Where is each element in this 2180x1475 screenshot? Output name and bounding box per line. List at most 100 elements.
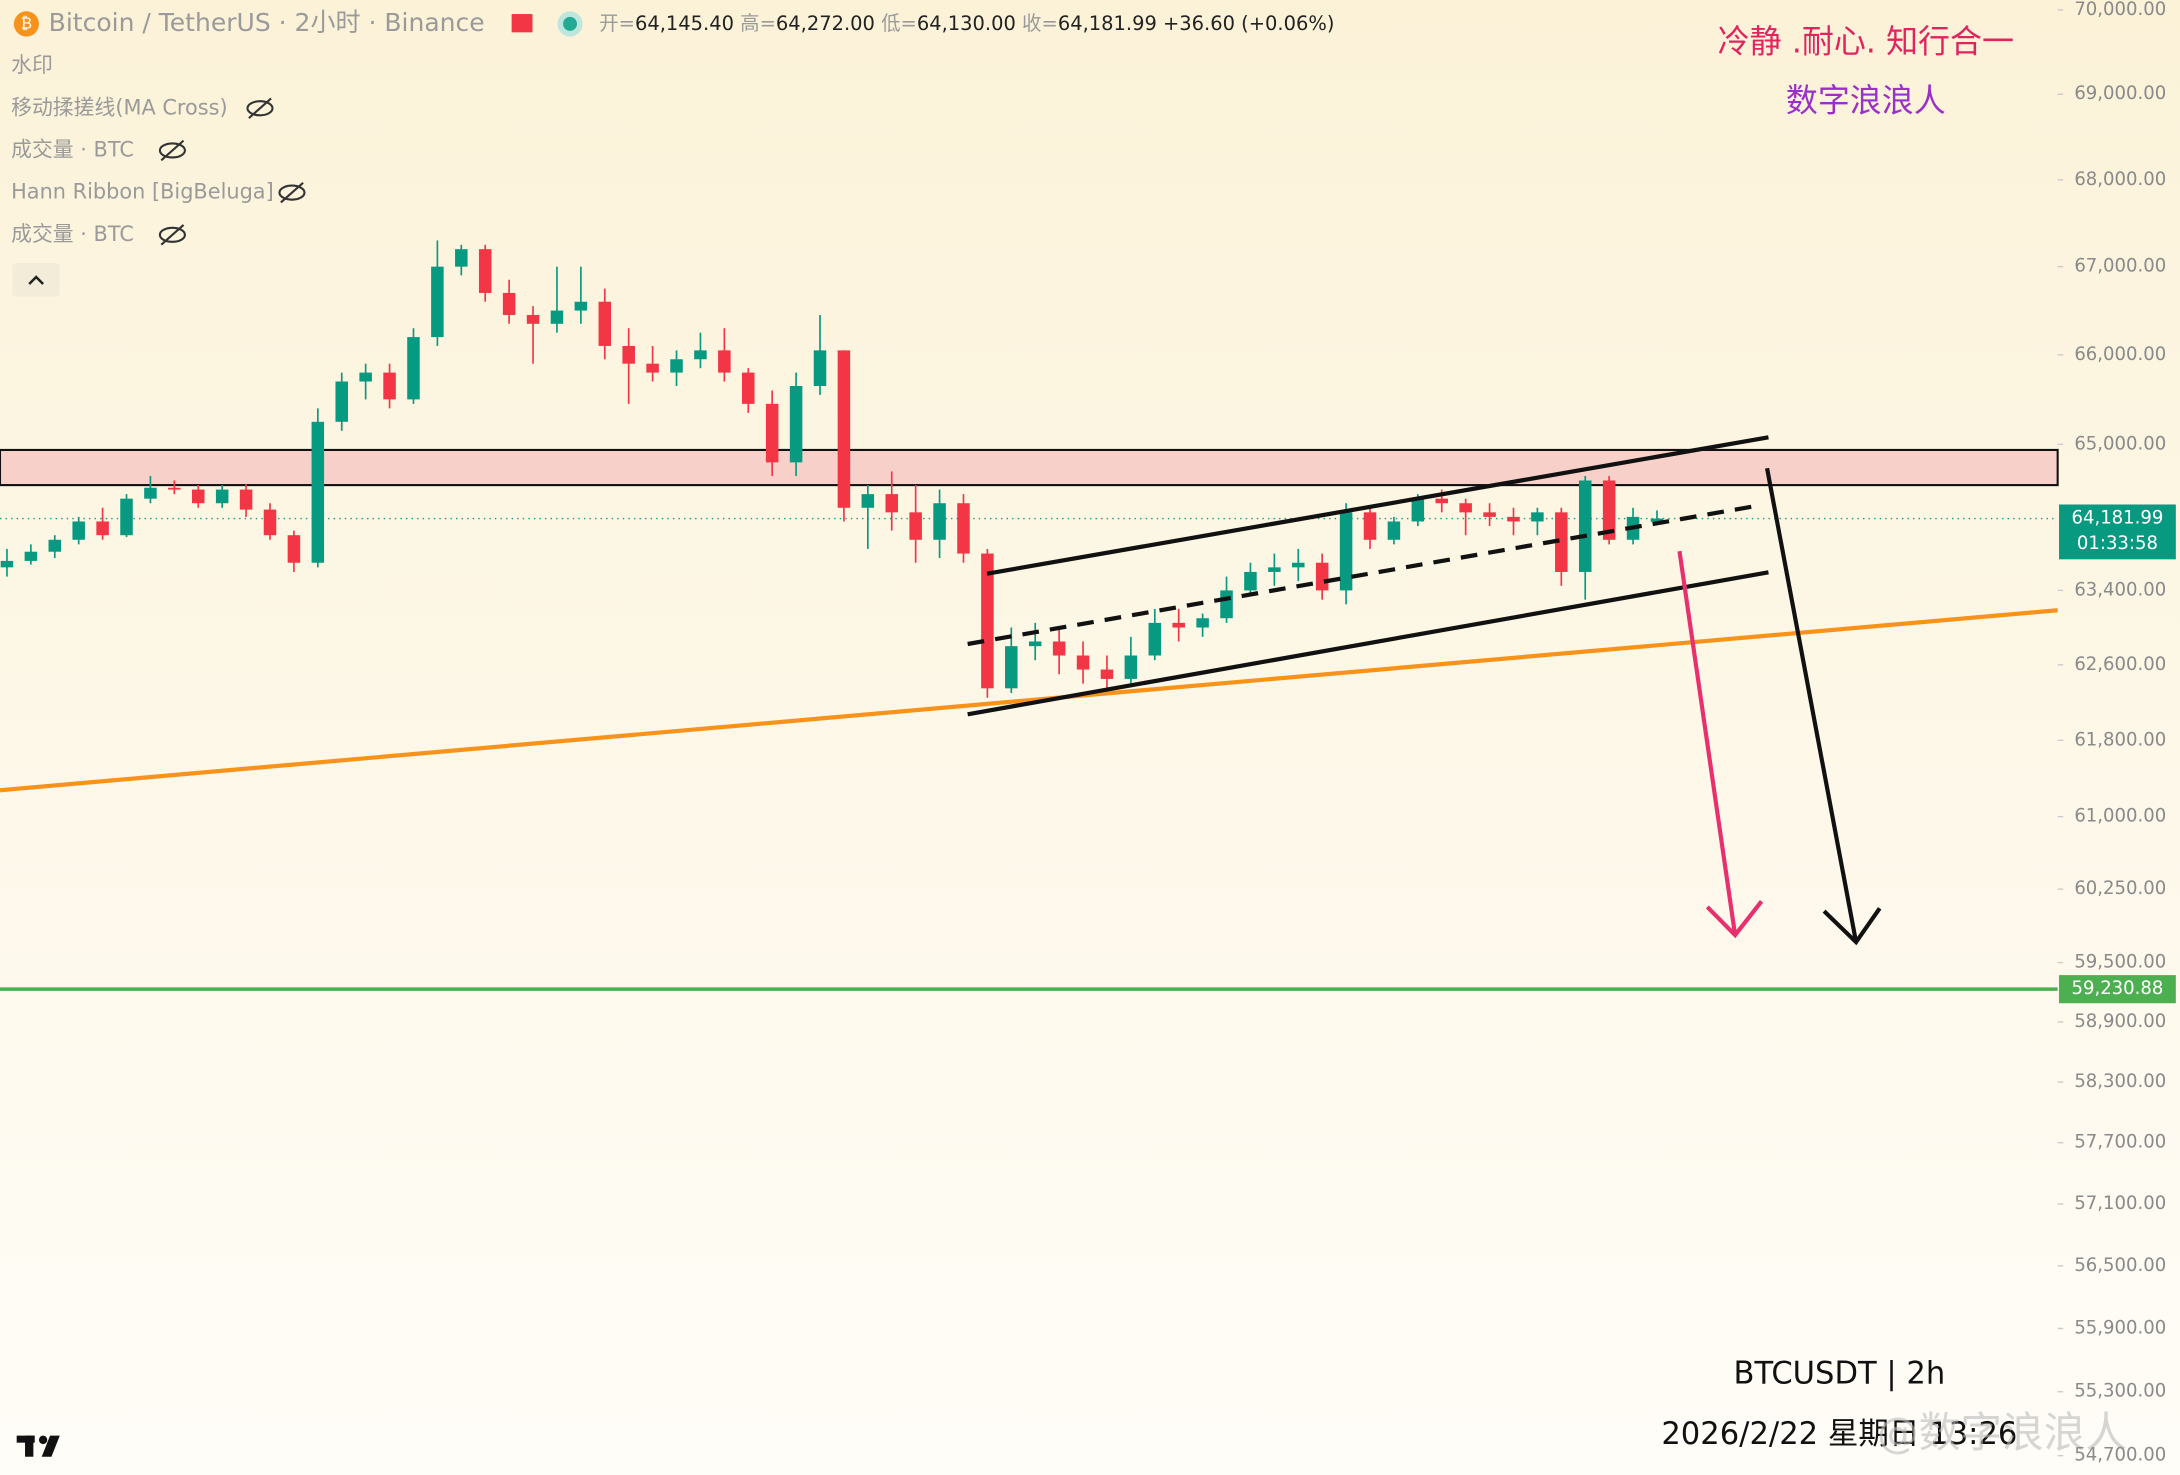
arrow-pink [1677, 550, 1738, 936]
y-tick-label: 55,900.00 [2074, 1317, 2166, 1338]
footer-symbol: BTCUSDT | 2h [1733, 1356, 1945, 1392]
countdown: 01:33:58 [2077, 533, 2158, 554]
level-label: 59,230.88 [2071, 978, 2163, 999]
y-tick-label: 61,800.00 [2074, 729, 2166, 750]
candle-body [144, 487, 157, 499]
candle-body [789, 385, 803, 463]
level-tag [2059, 975, 2176, 1004]
candle-body [311, 421, 325, 563]
candle-body [861, 494, 875, 508]
candle-body [598, 301, 612, 346]
candle-body [431, 266, 444, 338]
candle-body [909, 512, 922, 540]
candle-body [1339, 512, 1353, 591]
indicator[interactable]: 成交量 · BTC [11, 137, 134, 161]
channel-mid [967, 504, 1755, 647]
candle-body [1172, 622, 1185, 628]
candle-body [1531, 512, 1544, 522]
y-tick-label: 63,400.00 [2074, 579, 2166, 600]
y-tick-label: 58,300.00 [2074, 1071, 2166, 1092]
candle-body [1100, 669, 1114, 679]
candle-body [981, 553, 994, 689]
candle-body [1052, 641, 1066, 656]
eye-off-icon[interactable] [246, 100, 274, 117]
annotation: 数字浪浪人 [1786, 82, 1946, 120]
footer-datetime: 2026/2/22 星期日 13:26 [1661, 1416, 2017, 1452]
candle-body [646, 363, 659, 373]
candle-body [120, 498, 133, 536]
eye-off-icon[interactable] [278, 184, 306, 201]
candle-body [526, 314, 540, 324]
annotation: 冷静 .耐心. 知行合一 [1718, 22, 2014, 60]
candle-body [1268, 567, 1281, 572]
ohlc-value: 64,145.40 [635, 11, 734, 34]
candle-body [1507, 516, 1520, 522]
candle-body [837, 350, 851, 508]
candle-body [550, 310, 564, 324]
hidden-icons [158, 97, 306, 246]
candle-body [1124, 655, 1138, 679]
candle-body [502, 292, 516, 315]
indicator[interactable]: Hann Ribbon [BigBeluga] [11, 180, 274, 204]
candle-body [670, 359, 683, 373]
candle-body [1196, 618, 1209, 628]
candle-body [694, 350, 707, 360]
candle-body [455, 249, 468, 267]
candle-body [1148, 622, 1162, 656]
candle-body [359, 372, 372, 382]
candle-body [1220, 590, 1233, 619]
eye-off-icon[interactable] [158, 142, 186, 159]
coin-icon [13, 11, 39, 37]
y-tick-label: 55,300.00 [2074, 1381, 2166, 1402]
candle-body [335, 381, 348, 422]
ohlc-key: 高= [740, 11, 776, 34]
candle-body [622, 345, 635, 364]
candle-body [478, 249, 492, 293]
candle-body [1387, 521, 1401, 540]
y-tick-label: 65,000.00 [2074, 433, 2166, 454]
candle-body [48, 539, 62, 552]
channel-upper [986, 435, 1769, 576]
ohlc-key: 低= [881, 11, 917, 34]
ohlc-value: 64,272.00 [776, 11, 875, 34]
candle-body [765, 403, 779, 463]
price-tag [2059, 504, 2176, 560]
flag-icon [511, 14, 533, 33]
y-tick-label: 57,700.00 [2074, 1132, 2166, 1153]
candle-body [1555, 512, 1568, 572]
plot-area [0, 448, 2059, 991]
candle-body [1602, 480, 1616, 540]
indicator[interactable]: 成交量 · BTC [11, 222, 134, 246]
status-dot [563, 16, 577, 31]
candle-body [885, 494, 898, 513]
y-tick-label: 68,000.00 [2074, 169, 2166, 190]
candle-body [1578, 480, 1592, 572]
candle-body [96, 521, 109, 536]
indicator[interactable]: 移动揉搓线(MA Cross) [11, 95, 228, 119]
candle-body [1315, 562, 1329, 591]
channel [967, 435, 1882, 946]
candle-body [0, 560, 14, 568]
candles [0, 240, 1664, 698]
y-tick-label: 61,000.00 [2074, 806, 2166, 827]
candle-body [1005, 646, 1018, 689]
chevron-up [28, 275, 44, 285]
y-tick-label: 66,000.00 [2074, 344, 2166, 365]
candle-body [1411, 498, 1425, 522]
ohlc-key: 开= [599, 11, 635, 34]
candle-body [1650, 518, 1664, 522]
collapse-button[interactable] [12, 262, 60, 297]
eye-off-icon[interactable] [158, 226, 186, 243]
coin-glyph: ₿ [21, 14, 32, 32]
channel-lower [967, 570, 1769, 717]
candle-body [957, 503, 970, 554]
ohlc-value: 64,181.99 [1058, 11, 1157, 34]
candle-body [1363, 512, 1377, 540]
candle-body [1244, 571, 1257, 591]
watermark: @数字浪浪人 [1877, 1408, 2127, 1457]
y-tick-label: 57,100.00 [2074, 1193, 2166, 1214]
y-tick-label: 62,600.00 [2074, 654, 2166, 675]
candle-body [574, 301, 588, 311]
